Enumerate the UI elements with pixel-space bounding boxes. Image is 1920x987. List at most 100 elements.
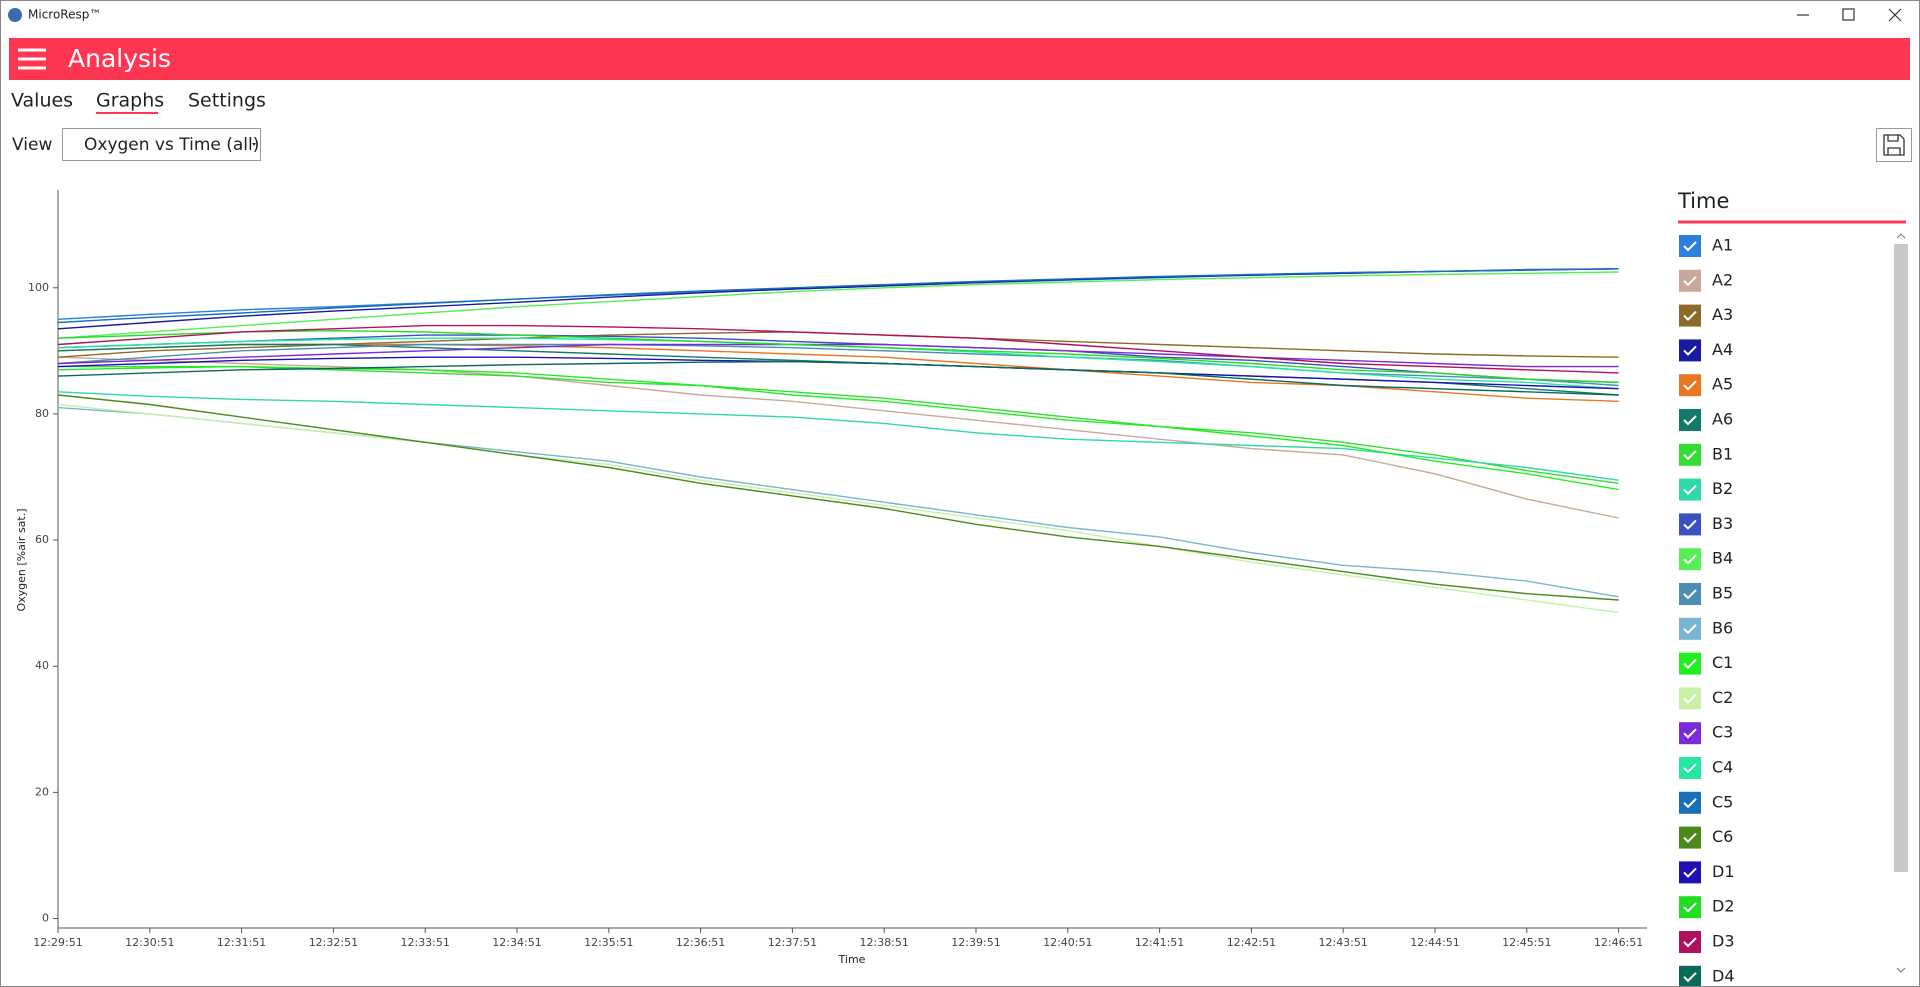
x-tick-label: 12:44:51 (1410, 936, 1459, 949)
y-tick-label: 60 (35, 533, 49, 546)
legend-label: D3 (1712, 932, 1735, 951)
legend-checkbox[interactable] (1679, 583, 1701, 605)
legend-label: C4 (1712, 758, 1733, 777)
legend-checkbox[interactable] (1679, 269, 1701, 292)
series-line (57, 334, 1619, 384)
legend-checkbox[interactable] (1679, 722, 1701, 745)
legend-check (1683, 972, 1697, 983)
legend-checkbox[interactable] (1679, 757, 1701, 779)
x-tick-label: 12:37:51 (768, 936, 817, 949)
view-dropdown[interactable] (62, 128, 261, 161)
legend-label: A5 (1712, 375, 1733, 394)
scrollbar-thumb[interactable] (1894, 244, 1908, 872)
legend-title: Time (1677, 189, 1729, 213)
legend-checkbox[interactable] (1679, 896, 1701, 919)
legend-checkbox[interactable] (1679, 791, 1701, 814)
legend-check (1683, 380, 1697, 391)
series-line (57, 356, 1619, 519)
legend-check (1683, 867, 1697, 878)
legend-check (1683, 832, 1697, 844)
x-tick-label: 12:30:51 (125, 936, 174, 949)
legend-label: D1 (1712, 862, 1735, 881)
legend-check (1683, 415, 1697, 426)
legend-check (1683, 450, 1697, 461)
legend-label: A1 (1712, 236, 1733, 255)
legend-check (1683, 798, 1697, 809)
y-tick-label: 0 (42, 912, 49, 925)
x-tick-label: 12:36:51 (676, 936, 725, 949)
legend-checkbox[interactable] (1679, 861, 1701, 884)
legend-checkbox[interactable] (1679, 687, 1701, 710)
x-tick-label: 12:40:51 (1043, 936, 1092, 949)
series-line (57, 391, 1619, 481)
y-tick-label: 40 (35, 659, 49, 672)
series-line (57, 343, 1619, 368)
y-tick-label: 20 (35, 785, 49, 798)
legend-checkbox[interactable] (1679, 443, 1701, 466)
legend-label: B2 (1712, 479, 1733, 498)
menu-button[interactable] (18, 48, 46, 70)
legend-check (1683, 519, 1697, 530)
legend-check (1683, 484, 1697, 496)
legend-check (1683, 589, 1697, 600)
series-line (57, 271, 1619, 339)
legend-checkbox[interactable] (1679, 339, 1701, 362)
tab[interactable]: Settings (188, 90, 266, 112)
legend-checkbox[interactable] (1679, 513, 1701, 536)
legend-check (1683, 763, 1697, 774)
dropdown-arrow (252, 143, 256, 146)
legend-label: B3 (1712, 514, 1733, 533)
legend-checkbox[interactable] (1679, 548, 1701, 571)
legend-check (1683, 728, 1697, 739)
x-tick-label: 12:32:51 (309, 936, 358, 949)
maximize-button[interactable] (1842, 8, 1855, 21)
tab[interactable]: Values (11, 90, 73, 112)
legend-check (1683, 345, 1697, 356)
legend-check (1683, 902, 1697, 913)
legend-label: B4 (1712, 549, 1733, 568)
legend-checkbox[interactable] (1679, 374, 1701, 397)
legend-check (1683, 554, 1697, 565)
legend-checkbox[interactable] (1679, 965, 1701, 987)
y-tick-label: 80 (35, 407, 49, 420)
close-button[interactable] (1888, 8, 1902, 22)
legend-label: C5 (1712, 792, 1733, 811)
legend-check (1683, 310, 1697, 322)
scroll-arrows[interactable] (1896, 233, 1906, 973)
legend-checkbox[interactable] (1679, 235, 1701, 257)
view-label: View (12, 135, 52, 155)
legend-label: B5 (1712, 584, 1733, 603)
legend-check (1683, 693, 1697, 704)
legend-check (1683, 241, 1697, 252)
legend-checkbox[interactable] (1679, 826, 1701, 849)
series-line (57, 403, 1619, 614)
x-tick-label: 12:34:51 (492, 936, 541, 949)
legend-label: D2 (1712, 897, 1735, 916)
x-tick-label: 12:42:51 (1227, 936, 1276, 949)
legend-label: A4 (1712, 340, 1733, 359)
x-tick-label: 12:43:51 (1318, 936, 1367, 949)
series-line (57, 394, 1619, 601)
legend-checkbox[interactable] (1679, 931, 1701, 953)
x-tick-label: 12:39:51 (951, 936, 1000, 949)
tab[interactable]: Graphs (96, 90, 164, 112)
header-bar (9, 38, 1910, 80)
legend-checkbox[interactable] (1679, 409, 1701, 431)
app-title: Analysis (68, 44, 171, 73)
legend-checkbox[interactable] (1679, 617, 1701, 640)
x-tick-label: 12:38:51 (859, 936, 908, 949)
legend-check (1683, 624, 1697, 635)
legend-checkbox[interactable] (1679, 478, 1701, 501)
y-tick-label: 100 (28, 281, 49, 294)
view-selection: Oxygen vs Time (all) (84, 135, 259, 155)
x-tick-label: 12:33:51 (400, 936, 449, 949)
save-button[interactable] (1876, 128, 1912, 162)
legend-checkbox[interactable] (1679, 652, 1701, 675)
x-tick-label: 12:31:51 (217, 936, 266, 949)
legend-label: C3 (1712, 723, 1733, 742)
series-line (57, 324, 1619, 374)
x-tick-label: 12:46:51 (1594, 936, 1643, 949)
legend-checkbox[interactable] (1679, 304, 1701, 327)
